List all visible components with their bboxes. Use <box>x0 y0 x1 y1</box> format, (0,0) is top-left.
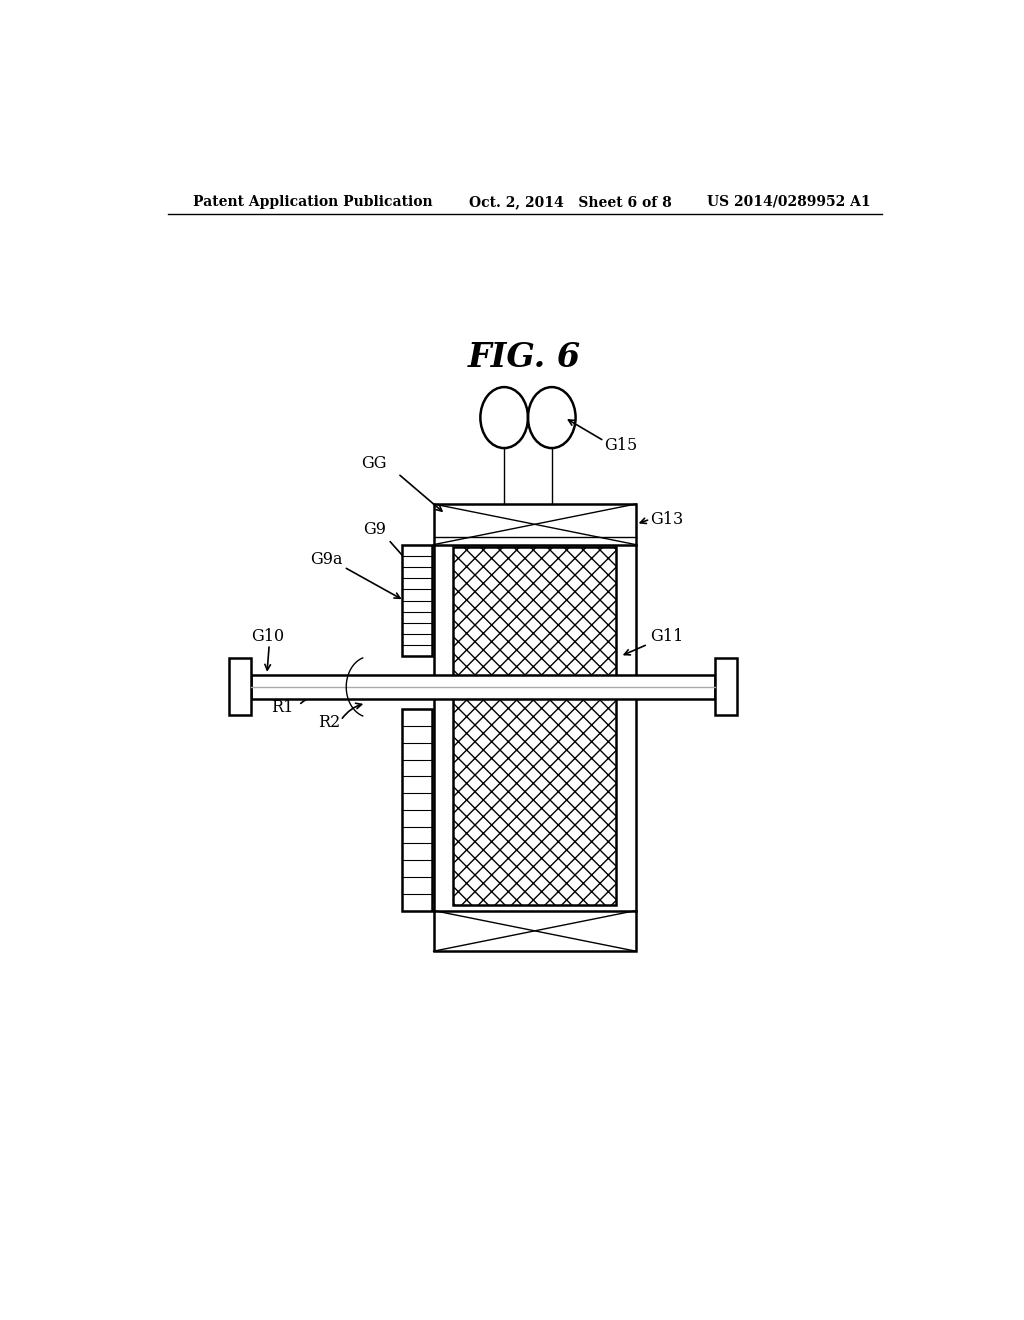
Text: G9a: G9a <box>310 552 342 569</box>
Text: Oct. 2, 2014   Sheet 6 of 8: Oct. 2, 2014 Sheet 6 of 8 <box>469 195 672 209</box>
Text: G15: G15 <box>604 437 637 454</box>
Text: R2: R2 <box>318 714 341 731</box>
Bar <box>715 659 737 715</box>
Bar <box>433 911 636 952</box>
Bar <box>228 659 251 715</box>
Bar <box>251 675 715 700</box>
Text: US 2014/0289952 A1: US 2014/0289952 A1 <box>708 195 871 209</box>
Text: Patent Application Publication: Patent Application Publication <box>194 195 433 209</box>
Text: GG: GG <box>361 455 387 471</box>
Text: FIG. 6: FIG. 6 <box>468 342 582 375</box>
Text: G10: G10 <box>251 627 284 644</box>
Text: R1: R1 <box>270 698 293 715</box>
Bar <box>433 504 636 545</box>
Bar <box>401 545 432 656</box>
Bar <box>401 709 432 911</box>
Bar <box>454 546 616 906</box>
Text: G13: G13 <box>650 511 683 528</box>
Text: G11: G11 <box>650 627 683 644</box>
Text: G9: G9 <box>362 521 386 537</box>
